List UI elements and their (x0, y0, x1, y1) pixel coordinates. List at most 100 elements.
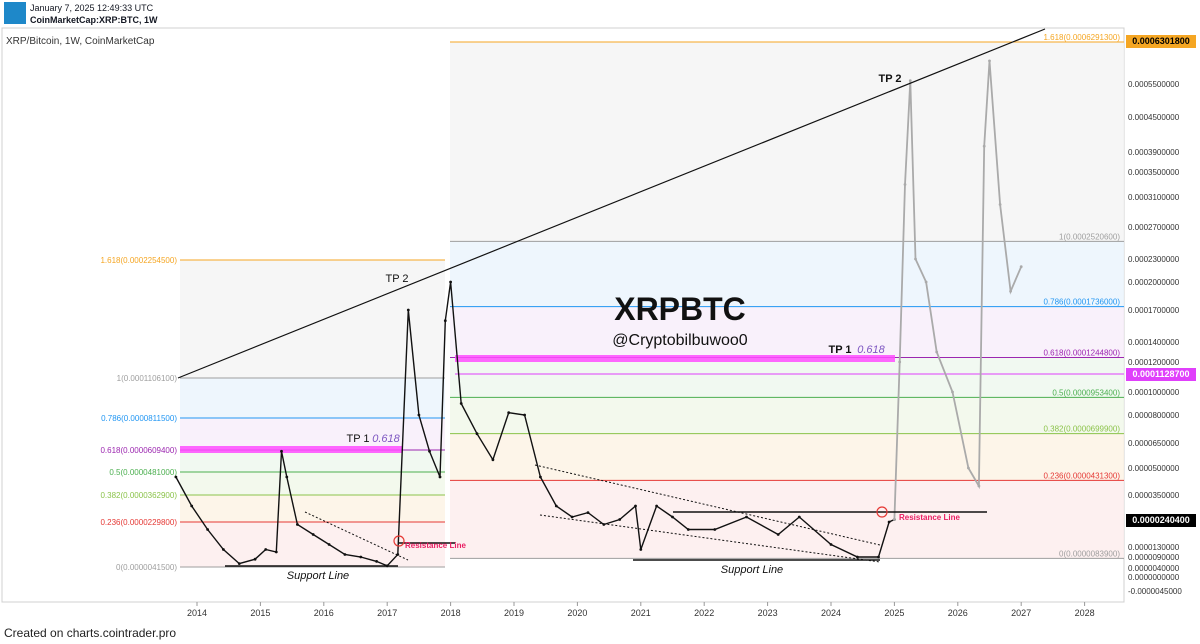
fib-left-label: 1.618(0.0002254500) (100, 256, 177, 265)
price-point (935, 350, 939, 354)
x-tick-label: 2016 (314, 608, 334, 618)
fib-right-label: 0.5(0.0000953400) (1052, 388, 1120, 397)
symbol-label: CoinMarketCap:XRP:BTC, 1W (30, 15, 158, 25)
price-point (459, 402, 463, 405)
long-trend-line (177, 28, 1046, 379)
tp1-right-zone (455, 355, 895, 362)
price-point (406, 308, 410, 312)
price-point (443, 319, 447, 323)
fib-right-band (450, 42, 1124, 242)
x-tick-label: 2028 (1075, 608, 1095, 618)
fib-left-label: 0.786(0.0000811500) (101, 414, 177, 423)
price-point (327, 543, 331, 546)
breakout-circle-right (876, 506, 888, 518)
price-point (417, 413, 421, 417)
y-tick-label: 0.0001700000 (1128, 306, 1180, 315)
price-point (982, 144, 986, 148)
price-point (856, 555, 859, 559)
price-point (523, 413, 526, 417)
fib-left-band (180, 450, 445, 472)
fib-left-band (180, 472, 445, 495)
footer-credit: Created on charts.cointrader.pro (4, 626, 177, 640)
y-tick-label: 0.0000800000 (1128, 411, 1180, 420)
price-point (174, 475, 178, 479)
price-point (988, 59, 991, 63)
price-point (570, 515, 574, 519)
breakout-circle-left (393, 535, 405, 547)
x-tick-label: 2025 (884, 608, 904, 618)
x-tick-label: 2027 (1011, 608, 1031, 618)
price-point (893, 518, 896, 521)
fib-left-band (180, 378, 445, 418)
price-point (264, 548, 268, 551)
price-tag-magenta: 0.0001128700 (1126, 368, 1196, 381)
fib-left-band (180, 495, 445, 522)
price-point (539, 475, 542, 479)
y-tick-label: -0.0000045000 (1128, 587, 1182, 596)
y-tick-label: 0.0002700000 (1128, 223, 1180, 232)
price-point (285, 475, 289, 479)
price-point (586, 511, 590, 514)
x-tick-label: 2020 (567, 608, 587, 618)
price-point (253, 557, 257, 561)
x-tick-label: 2024 (821, 608, 841, 618)
price-point (634, 504, 637, 508)
tp1-left-label: TP 1 (346, 433, 369, 445)
fib-right-label: 0(0.0000083900) (1059, 549, 1120, 558)
price-point (887, 520, 891, 524)
fib-left-label: 0.236(0.0000229800) (100, 518, 177, 527)
fib-left-label: 0.5(0.0000481000) (109, 468, 177, 477)
tp2-right-label: TP 2 (878, 73, 901, 85)
price-point (449, 280, 452, 284)
fib-right-band (450, 357, 1124, 398)
support-left-label: Support Line (287, 570, 349, 582)
price-point (296, 523, 299, 526)
price-point (359, 555, 363, 559)
price-point (491, 458, 495, 462)
fib-right-label: 0.236(0.0000431300) (1043, 471, 1120, 480)
price-point (554, 504, 558, 508)
chart-title: XRP/Bitcoin, 1W, CoinMarketCap (6, 36, 155, 47)
price-point (222, 548, 225, 551)
y-tick-label: 0.0000130000 (1128, 543, 1180, 552)
fib-left-band (180, 418, 445, 450)
fib-right-label: 0.786(0.0001736000) (1043, 298, 1120, 307)
fib-right-band (450, 241, 1124, 307)
price-point (977, 484, 981, 488)
price-point (908, 79, 912, 83)
y-tick-label: 0.0000000000 (1128, 573, 1180, 582)
price-point (375, 560, 378, 563)
price-point (745, 515, 748, 519)
y-tick-label: 0.0000040000 (1128, 564, 1180, 573)
x-tick-label: 2014 (187, 608, 207, 618)
price-tag-current: 0.0000240400 (1126, 514, 1196, 527)
fib-left-label: 0.382(0.0000362900) (100, 491, 177, 500)
wedge-line-right (534, 464, 881, 546)
price-tag-fib-top: 0.0006301800 (1126, 35, 1196, 48)
price-point (686, 528, 690, 531)
price-point (438, 475, 442, 479)
fib-right-label: 0.382(0.0000699900) (1043, 425, 1120, 434)
timestamp: January 7, 2025 12:49:33 UTC (30, 3, 154, 13)
price-point (1009, 289, 1012, 293)
y-tick-label: 0.0000350000 (1128, 491, 1180, 500)
price-point (639, 548, 643, 551)
y-tick-label: 0.0004500000 (1128, 113, 1180, 122)
price-point (951, 390, 954, 394)
x-tick-label: 2015 (250, 608, 270, 618)
price-point (206, 528, 210, 531)
price-point (877, 555, 880, 559)
price-point (898, 360, 902, 364)
x-tick-label: 2019 (504, 608, 524, 618)
price-point (475, 432, 479, 436)
y-tick-label: 0.0001400000 (1128, 338, 1180, 347)
resistance-right-label: Resistance Line (899, 513, 960, 522)
fib-right-band (450, 480, 1124, 559)
x-tick-label: 2023 (758, 608, 778, 618)
x-tick-label: 2021 (631, 608, 651, 618)
y-tick-label: 0.0003500000 (1128, 168, 1180, 177)
fib-right-band (450, 306, 1124, 358)
fib-left-label: 0.618(0.0000609400) (100, 446, 177, 455)
app-logo (4, 2, 26, 24)
y-tick-label: 0.0002000000 (1128, 278, 1180, 287)
